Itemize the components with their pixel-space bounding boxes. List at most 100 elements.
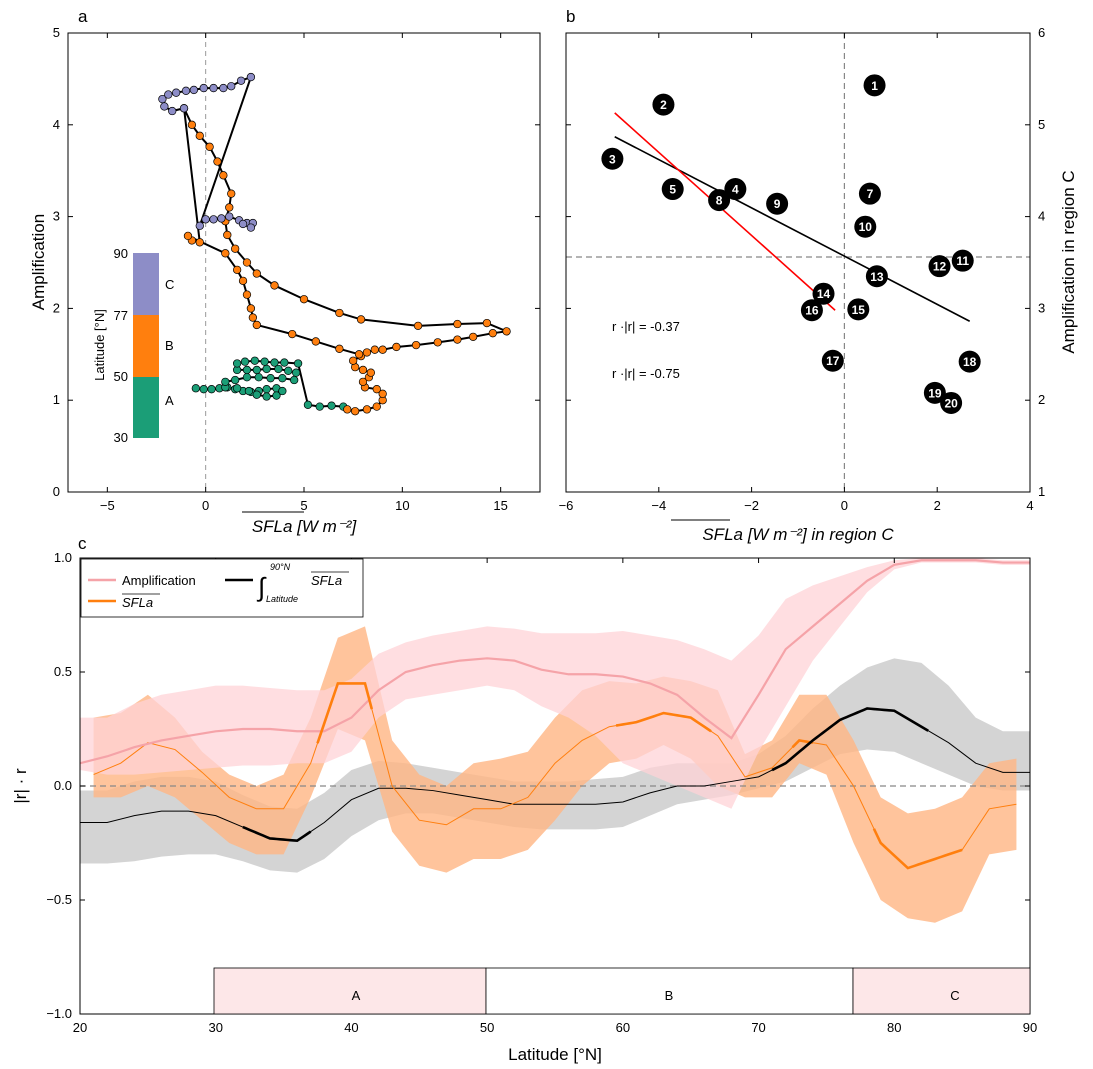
trajectory-point-a: [252, 365, 261, 375]
trajectory-point-b: [482, 318, 492, 328]
region-boxes: A B C: [213, 967, 1031, 1015]
inset-label-b: B: [165, 338, 174, 353]
y-tick-label: 4: [53, 117, 60, 132]
member-marker: [865, 265, 888, 288]
panel-b-label: b: [566, 7, 575, 26]
trajectory-point-b: [362, 405, 372, 414]
x-tick-label: 2: [934, 498, 941, 513]
trajectory-point-b: [358, 377, 368, 386]
line-amplification: [80, 559, 1030, 765]
trajectory-point-c: [164, 90, 173, 99]
x-tick-label: −5: [100, 498, 115, 513]
trajectory-point-b: [213, 157, 222, 166]
trajectory-point-b: [252, 269, 261, 278]
panel-c-xlabel: Latitude [°N]: [508, 1045, 602, 1064]
trajectory-point-c: [236, 76, 246, 85]
member-label: 3: [609, 152, 616, 166]
y-tick-label: 5: [53, 25, 60, 40]
trajectory-point-a: [231, 375, 240, 385]
inset-label-c: C: [165, 277, 174, 292]
trajectory-point-b: [433, 338, 442, 347]
inset-label-a: A: [165, 393, 174, 408]
y-tick-label: 1: [1038, 484, 1045, 499]
fit-line-red: [614, 112, 836, 311]
y-tick-label: 1: [53, 392, 60, 407]
member-marker: [928, 255, 951, 278]
trajectory-point-b: [335, 308, 344, 318]
member-label: 12: [933, 260, 947, 274]
band-amplification: [80, 558, 1030, 809]
trajectory-point-b: [242, 290, 252, 299]
trajectory-point-b: [223, 230, 232, 240]
trajectory-point-a: [199, 385, 208, 394]
inset-tick-90: 90: [114, 246, 128, 261]
trajectory-point-b: [242, 258, 252, 267]
member-marker: [951, 249, 974, 272]
trajectory-point-c: [179, 104, 189, 113]
trajectory-point-b: [366, 368, 376, 377]
legend-integral-lower: Latitude: [266, 594, 298, 604]
trajectory-point-a: [278, 374, 287, 383]
trajectory-point-b: [183, 231, 193, 241]
line-sfla: [93, 682, 1017, 869]
significant-segment-sfla: [316, 682, 374, 744]
panel-b-xlabel: SFLa [W m⁻²] in region C: [702, 525, 894, 544]
legend-amplification-label: Amplification: [122, 573, 196, 588]
panel-a-label: a: [78, 7, 88, 26]
x-tick-label: 0: [202, 498, 209, 513]
trajectory-point-b: [252, 320, 261, 330]
trajectory-point-c: [160, 102, 169, 111]
x-tick-label: 80: [887, 1020, 901, 1035]
member-label: 16: [805, 304, 819, 318]
member-label: 17: [826, 354, 840, 368]
member-label: 4: [732, 183, 739, 197]
y-tick-label: 2: [1038, 392, 1045, 407]
trajectory-point-b: [195, 131, 204, 140]
y-tick-label: 3: [1038, 300, 1045, 315]
trajectory-point-b: [231, 244, 240, 253]
trajectory-line-c: [161, 75, 255, 229]
trajectory-point-b: [349, 356, 358, 365]
trajectory-point-a: [291, 368, 301, 377]
member-marker: [821, 349, 844, 372]
trajectory-point-a: [262, 392, 271, 401]
x-tick-label: 50: [480, 1020, 494, 1035]
panel-a-xlabel: SFLa [W m⁻²]: [252, 517, 358, 536]
trajectory-point-b: [225, 203, 234, 212]
x-tick-label: −4: [651, 498, 666, 513]
trajectory-point-a: [274, 364, 283, 374]
integral-sign-glyph: ∫: [256, 572, 267, 602]
panel-c-label: c: [78, 534, 87, 553]
x-tick-label: 20: [73, 1020, 87, 1035]
region-label-b: B: [665, 988, 674, 1003]
significant-segment-sfla: [872, 828, 963, 870]
trajectory-point-b: [343, 405, 352, 414]
member-label: 13: [870, 270, 884, 284]
member-marker: [652, 93, 675, 116]
panel-c-axes: 20 30 40 50 60 70 80 90 1.0 0.5 0.0 −0.5 −1.0: [46, 550, 1037, 1035]
x-tick-label: 10: [395, 498, 409, 513]
trajectory-point-b: [378, 345, 387, 354]
trajectory-point-a: [327, 401, 336, 410]
trajectory-point-b: [232, 265, 242, 274]
y-tick-label: 4: [1038, 209, 1045, 224]
trajectory-point-c: [168, 106, 177, 116]
member-marker: [958, 350, 981, 373]
inset-tick-50: 50: [114, 369, 128, 384]
trajectory-point-c: [199, 83, 208, 93]
trajectory-point-c: [181, 86, 191, 95]
member-label: 9: [774, 197, 781, 211]
trajectory-point-b: [502, 327, 511, 336]
member-marker: [708, 189, 731, 212]
x-tick-label: 5: [300, 498, 307, 513]
y-tick-label: 0.0: [54, 778, 72, 793]
panel-a: a −5 0 5 10 15 0 1 2 3 4 5 Amplification SFLa [W m…: [29, 7, 541, 536]
trajectory-point-a: [232, 384, 242, 393]
region-label-a: A: [352, 988, 361, 1003]
panel-c: c 20 30 40 50 60 70 80 90 1.0 0.5 0.0 −0.5 −1.0 |r| …: [11, 534, 1037, 1064]
member-marker: [858, 182, 881, 205]
inset-region-a: [133, 377, 159, 438]
